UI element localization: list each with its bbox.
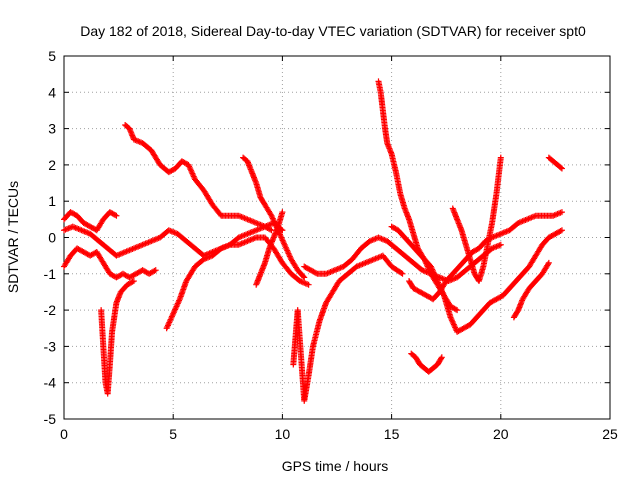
y-tick-label: 2 [48,157,56,173]
chart-title: Day 182 of 2018, Sidereal Day-to-day VTE… [80,23,586,39]
y-tick-label: -4 [44,375,57,391]
data-point [305,281,312,288]
y-tick-label: 3 [48,121,56,137]
data-point [557,164,564,171]
data-point [452,306,459,313]
data-points [61,78,565,404]
data-point [313,270,320,277]
y-tick-label: -1 [44,266,57,282]
grid-lines [64,56,610,419]
data-point [545,259,552,266]
y-tick-label: -5 [44,411,57,427]
data-point [557,227,564,234]
data-point [558,165,565,172]
data-point [438,354,445,361]
plot-frame [63,55,611,420]
x-tick-label: 15 [384,426,400,442]
x-tick-label: 20 [493,426,509,442]
data-point [279,209,286,216]
data-point [399,270,406,277]
data-point [152,267,159,274]
x-tick-label: 0 [60,426,68,442]
y-axis-label: SDTVAR / TECUs [5,181,21,293]
y-tick-label: 4 [48,84,56,100]
x-axis-label: GPS time / hours [282,458,389,474]
y-tick-label: -3 [44,338,57,354]
data-point [300,273,307,280]
y-tick-label: 5 [48,48,56,64]
x-tick-label: 5 [169,426,177,442]
x-tick-label: 25 [602,426,618,442]
data-point [301,274,308,281]
data-point [267,226,274,233]
data-point [545,261,552,268]
data-point [129,278,136,285]
data-point [497,241,504,248]
data-point [112,211,119,218]
data-point [113,212,120,219]
data-point [438,355,445,362]
data-point [497,154,504,161]
data-point [398,269,405,276]
axis-ticks: 0 5 10 15 20 25 -5 -4 -3 -2 -1 0 1 2 3 4 5 [44,48,618,442]
data-point [130,278,137,285]
data-point [558,209,565,216]
y-tick-label: -2 [44,302,57,318]
data-point [151,267,158,274]
y-tick-label: 0 [48,230,56,246]
x-tick-label: 10 [275,426,291,442]
data-point [454,307,461,314]
data-point [558,227,565,234]
y-tick-label: 1 [48,193,56,209]
